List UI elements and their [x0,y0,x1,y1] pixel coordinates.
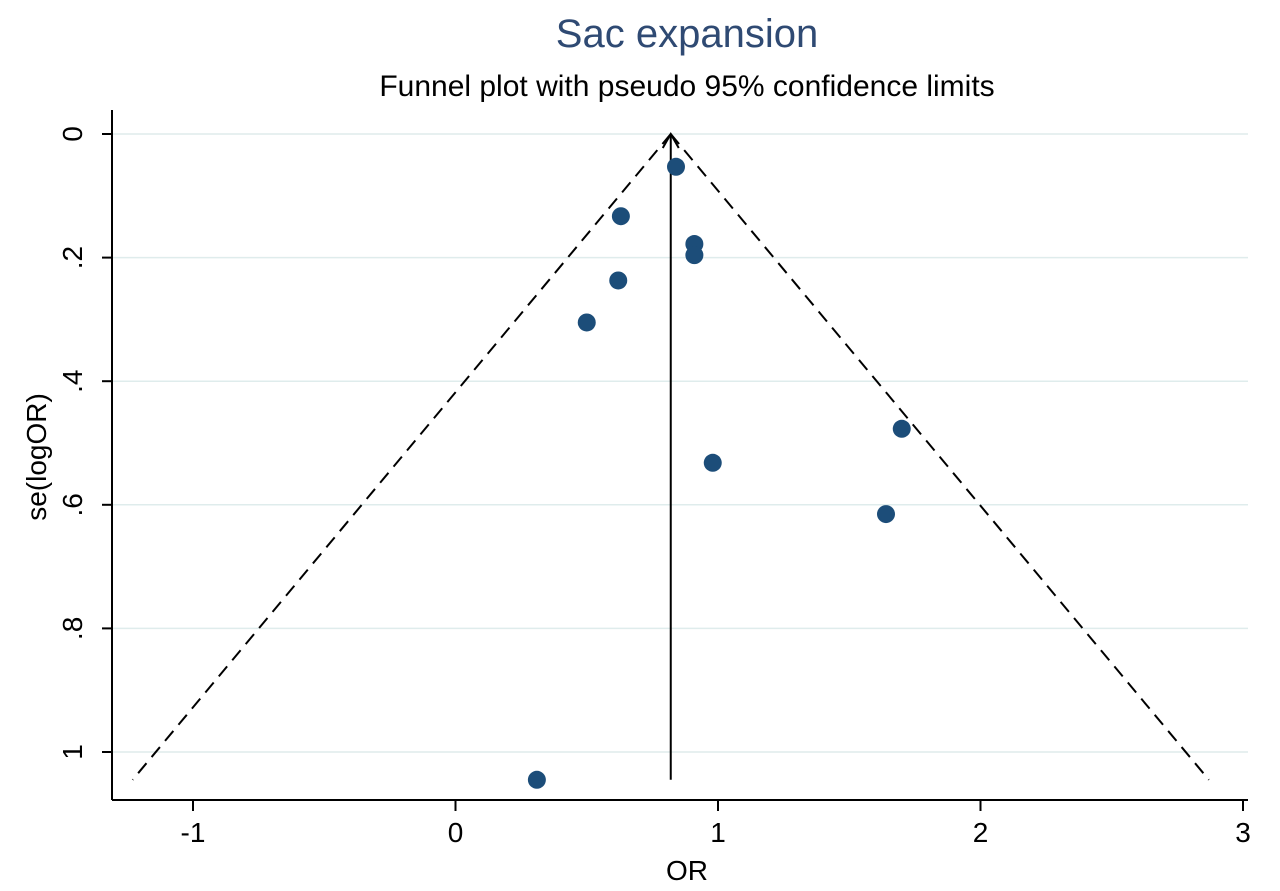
y-tick-label: .4 [57,370,88,393]
data-points [527,157,911,789]
study-point [892,419,911,438]
study-point [609,271,628,290]
pooled-estimate [661,131,680,780]
x-tick-label: 3 [1235,817,1251,848]
right-confidence-limit [669,133,1210,781]
confidence-limits [131,133,1210,781]
x-tick-label: 0 [448,817,464,848]
study-point [527,770,546,789]
study-point [667,157,685,176]
x-tick-label: 2 [973,817,989,848]
x-tick-label: -1 [181,817,206,848]
study-point [877,505,895,524]
study-point [685,246,704,265]
chart-subtitle: Funnel plot with pseudo 95% confidence l… [379,70,994,103]
y-tick-label: .2 [57,246,88,269]
y-tick-label: .8 [57,617,88,640]
y-axis-label: se(logOR) [21,393,52,521]
study-point [703,453,722,472]
chart-title: Sac expansion [556,12,818,56]
x-axis-label: OR [666,855,708,886]
pooled-estimate-arrowhead [661,131,680,149]
study-point [577,313,596,332]
y-tick-label: 0 [57,126,88,142]
x-tick-label: 1 [710,817,726,848]
left-confidence-limit [131,133,672,781]
study-point [611,207,630,226]
grid-lines [113,133,1248,753]
axes: 0 .2 .4 .6 .8 1 -1 0 1 2 3 [57,110,1251,848]
y-tick-label: 1 [57,744,88,760]
y-tick-label: .6 [57,493,88,516]
